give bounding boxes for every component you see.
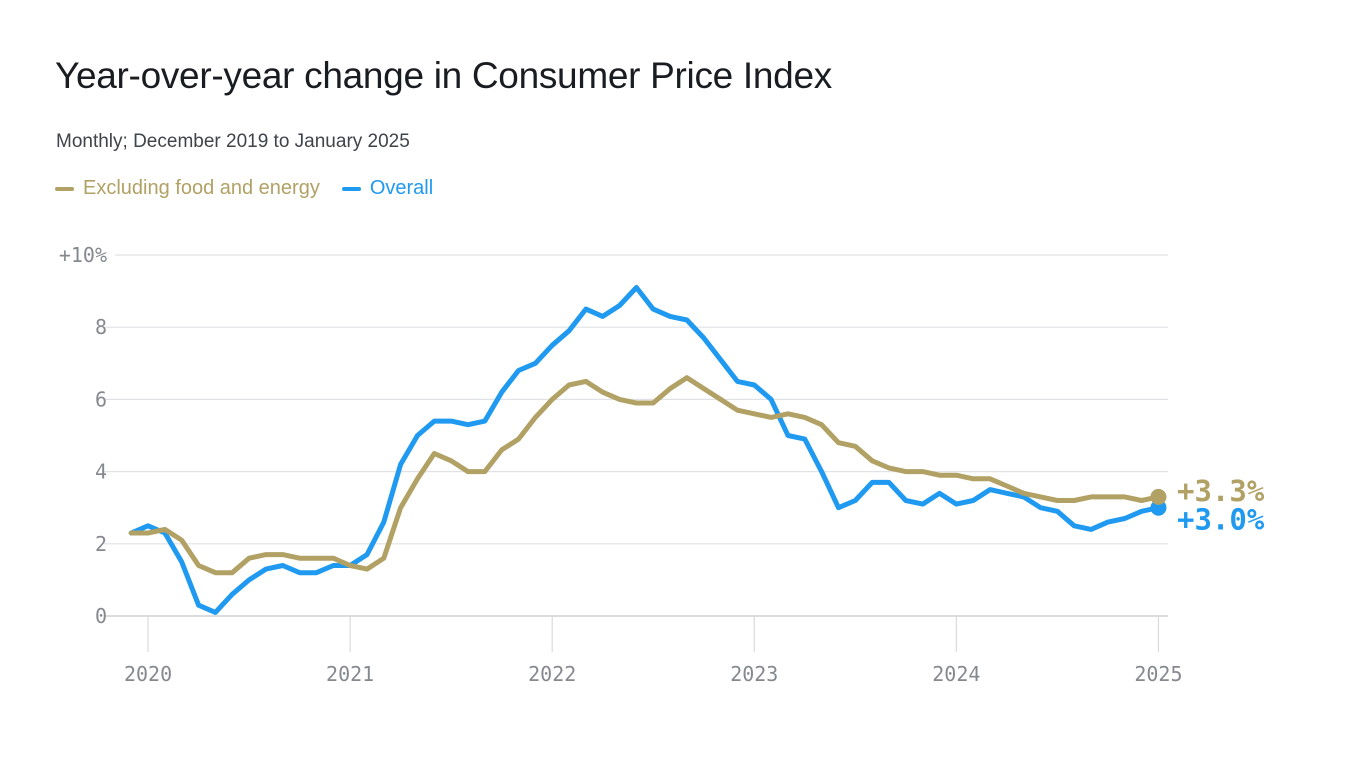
series-line-overall [128,285,1161,615]
x-axis-tick-label: 2022 [528,662,576,686]
legend-item-overall: Overall [341,177,434,200]
x-axis-tick-label: 2024 [932,662,980,686]
legend: Excluding food and energy Overall [55,177,433,200]
legend-dash-icon [341,186,361,191]
y-axis-tick-label: 0 [95,604,107,628]
legend-dash-icon [55,186,74,191]
chart-subtitle: Monthly; December 2019 to January 2025 [56,131,410,152]
series-line-core [128,375,1161,576]
series-end-dot-core [1150,488,1167,505]
x-axis-tick-label: 2025 [1134,662,1182,686]
y-axis-tick-label: 6 [95,387,107,411]
y-axis-tick-label: +10% [59,243,107,267]
series-end-value-overall: +3.0% [1177,503,1265,537]
chart-title: Year-over-year change in Consumer Price … [55,55,832,96]
legend-label-overall: Overall [369,177,434,199]
x-axis-tick-label: 2021 [326,662,374,686]
y-axis-tick-label: 8 [95,315,107,339]
y-axis-tick-label: 2 [95,532,107,556]
series-end-value-core: +3.3% [1177,474,1265,508]
y-axis-tick-label: 4 [95,460,107,484]
x-axis-tick-label: 2023 [730,662,778,686]
legend-item-core: Excluding food and energy [55,177,320,200]
x-axis-tick-label: 2020 [124,662,172,686]
legend-label-core: Excluding food and energy [83,177,320,199]
